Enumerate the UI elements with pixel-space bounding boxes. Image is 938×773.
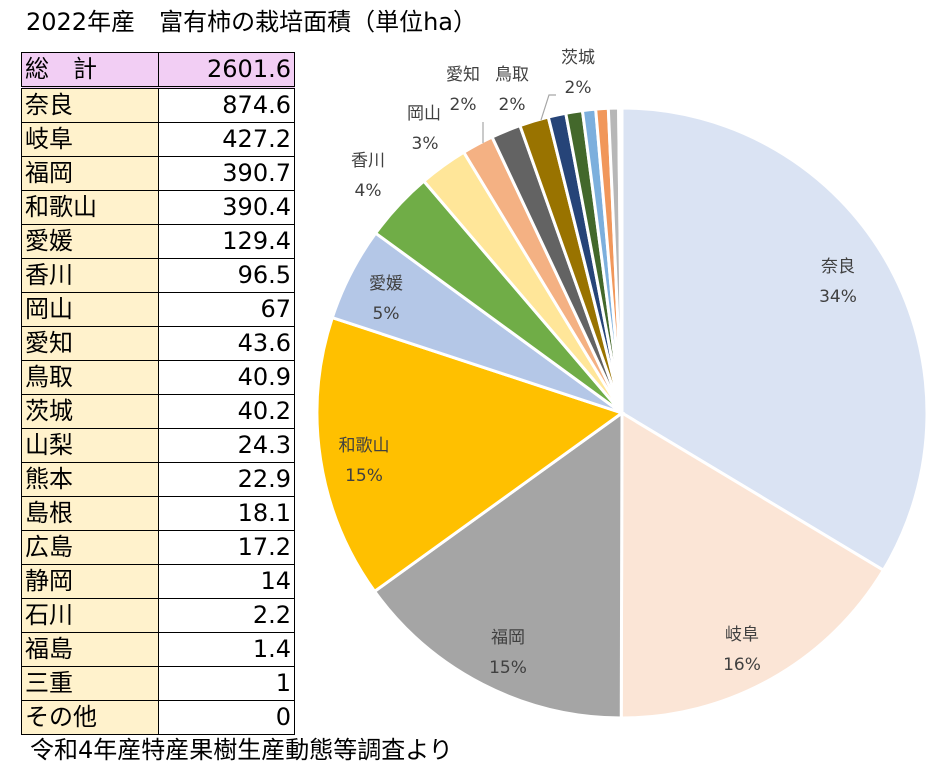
area-value: 22.9	[158, 462, 295, 497]
area-value: 1.4	[158, 632, 295, 667]
data-label-name: 奈良	[821, 257, 855, 277]
table-row: 茨城 40.2	[21, 394, 295, 429]
table-row: 山梨 24.3	[21, 428, 295, 463]
prefecture-name: 静岡	[21, 564, 159, 599]
area-table: 総 計 2601.6 奈良 874.6 岐阜 427.2 福岡 390.7 和歌山 390.4…	[21, 52, 295, 735]
table-row: 和歌山 390.4	[21, 190, 295, 225]
prefecture-name: 和歌山	[21, 190, 159, 225]
table-row: 広島 17.2	[21, 530, 295, 565]
table-row: 香川 96.5	[21, 258, 295, 293]
data-label-name: 岐阜	[725, 625, 759, 645]
area-value: 14	[158, 564, 295, 599]
area-value: 0	[158, 700, 295, 735]
data-label: 奈良 34%	[819, 257, 857, 307]
data-label-percent: 2%	[499, 95, 526, 115]
prefecture-name: 山梨	[21, 428, 159, 463]
pie-slice-三重	[619, 106, 624, 414]
prefecture-name: 茨城	[21, 394, 159, 429]
data-label-percent: 3%	[412, 134, 439, 154]
data-label-percent: 2%	[565, 78, 592, 98]
area-value: 17.2	[158, 530, 295, 565]
table-row: 熊本 22.9	[21, 462, 295, 497]
table-row: 岐阜 427.2	[21, 122, 295, 157]
data-label-percent: 4%	[355, 181, 382, 201]
data-label-name: 愛知	[446, 65, 480, 85]
area-value: 40.2	[158, 394, 295, 429]
pie-slice-和歌山	[315, 315, 626, 594]
data-label: 茨城 2%	[561, 48, 595, 98]
prefecture-name: 島根	[21, 496, 159, 531]
page-title: 2022年産 富有柿の栽培面積（単位ha）	[26, 8, 477, 36]
data-label-percent: 15%	[345, 466, 383, 486]
prefecture-name: 愛知	[21, 326, 159, 361]
total-value: 2601.6	[158, 52, 295, 89]
table-row: 島根 18.1	[21, 496, 295, 531]
prefecture-name: 岐阜	[21, 122, 159, 157]
data-label: 岐阜 16%	[723, 625, 761, 675]
prefecture-name: 広島	[21, 530, 159, 565]
data-label: 愛媛 5%	[369, 274, 403, 324]
area-value: 1	[158, 666, 295, 701]
data-label-percent: 2%	[450, 95, 477, 115]
data-label-name: 和歌山	[339, 436, 390, 456]
data-label: 香川 4%	[351, 151, 385, 201]
area-value: 24.3	[158, 428, 295, 463]
data-label-name: 鳥取	[495, 65, 529, 85]
data-label-percent: 5%	[373, 304, 400, 324]
table-row: 静岡 14	[21, 564, 295, 599]
pie-slice-奈良	[620, 106, 929, 573]
data-label: 岡山 3%	[407, 104, 441, 154]
area-value: 67	[158, 292, 295, 327]
data-label-name: 福岡	[491, 628, 525, 648]
prefecture-name: 福岡	[21, 156, 159, 191]
data-label: 愛知 2%	[446, 65, 480, 115]
area-value: 43.6	[158, 326, 295, 361]
area-value: 390.7	[158, 156, 295, 191]
data-label-name: 岡山	[407, 104, 441, 124]
data-label-percent: 34%	[819, 287, 857, 307]
data-label: 福岡 15%	[489, 628, 527, 678]
pie-slice-福岡	[372, 410, 624, 720]
data-label-name: 香川	[351, 151, 385, 171]
prefecture-name: 熊本	[21, 462, 159, 497]
data-label-percent: 15%	[489, 658, 527, 678]
table-row: 福岡 390.7	[21, 156, 295, 191]
data-label-name: 茨城	[561, 48, 595, 68]
data-label: 和歌山 15%	[339, 436, 390, 486]
total-row: 総 計 2601.6	[21, 52, 295, 89]
pie-slice-岐阜	[619, 410, 886, 720]
prefecture-name: 石川	[21, 598, 159, 633]
table-row: その他 0	[21, 700, 295, 735]
area-value: 390.4	[158, 190, 295, 225]
area-value: 427.2	[158, 122, 295, 157]
data-label-name: 愛媛	[369, 274, 403, 294]
prefecture-name: 愛媛	[21, 224, 159, 259]
total-label: 総 計	[21, 52, 159, 89]
table-row: 石川 2.2	[21, 598, 295, 633]
area-value: 40.9	[158, 360, 295, 395]
area-value: 96.5	[158, 258, 295, 293]
data-label: 鳥取 2%	[495, 65, 529, 115]
table-row: 岡山 67	[21, 292, 295, 327]
area-value: 2.2	[158, 598, 295, 633]
prefecture-name: その他	[21, 700, 159, 735]
data-label-percent: 16%	[723, 655, 761, 675]
table-row: 愛知 43.6	[21, 326, 295, 361]
source-note: 令和4年産特産果樹生産動態等調査より	[30, 736, 453, 764]
leader-line-ibaraki	[540, 94, 556, 121]
